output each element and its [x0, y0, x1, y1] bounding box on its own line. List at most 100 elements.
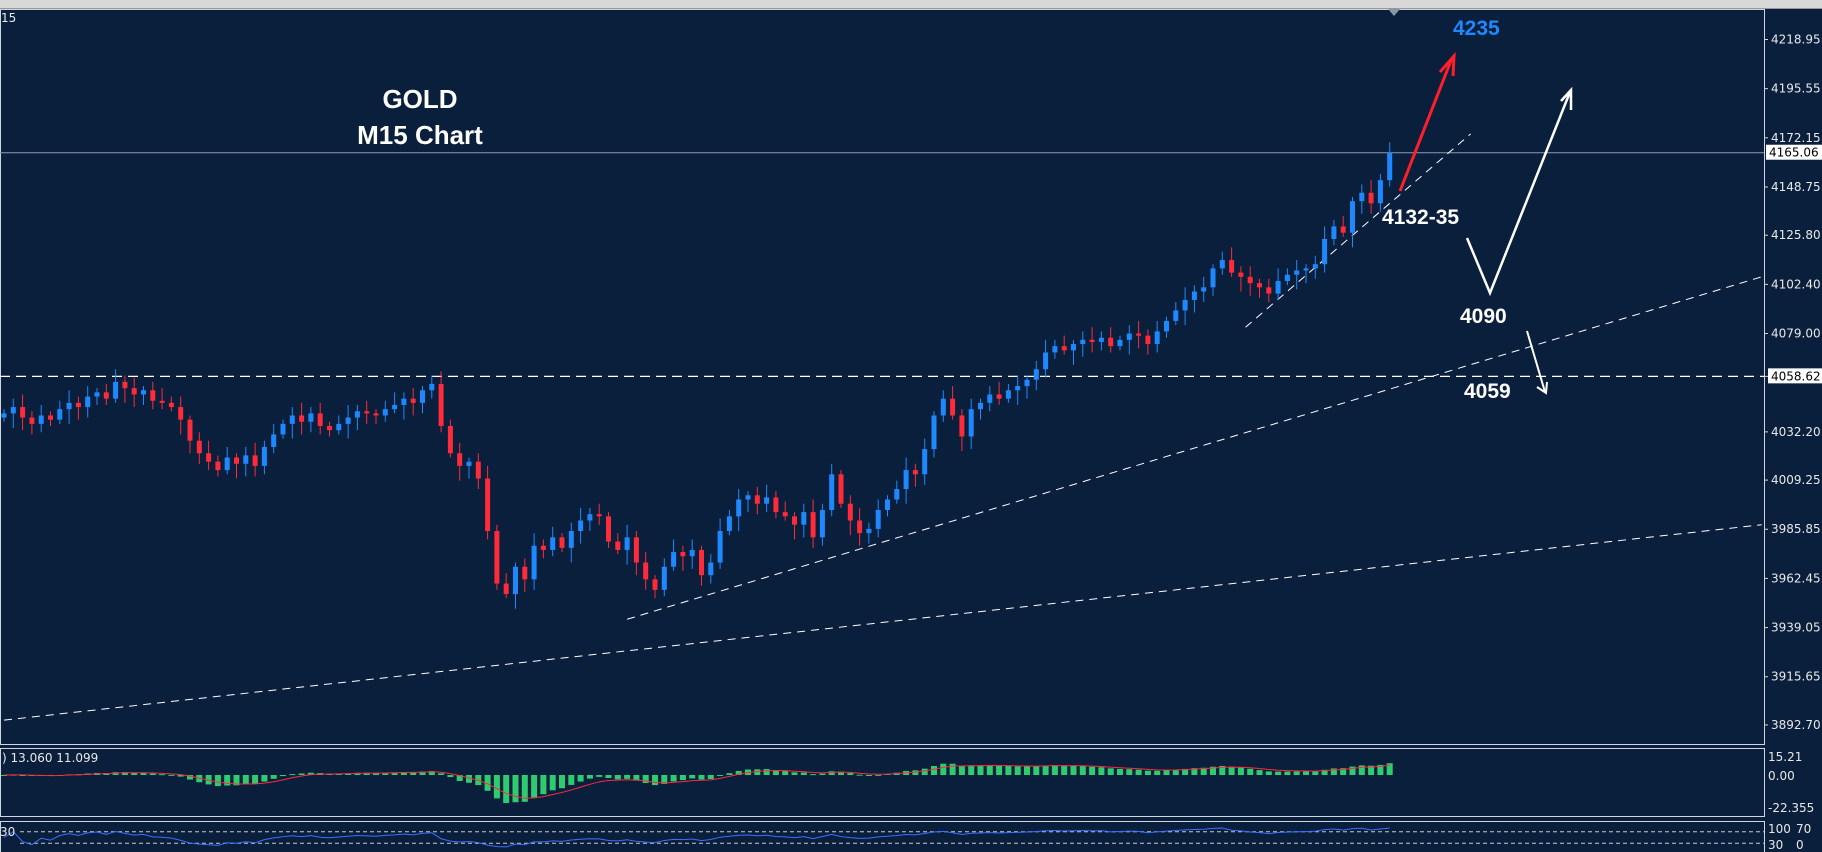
candle-body	[1, 413, 7, 418]
y-tick-label: 4058.62	[1771, 369, 1821, 383]
candle-body	[354, 411, 360, 418]
y-tick-label: 4032.20	[1771, 425, 1821, 439]
rsi-line	[3, 827, 1390, 848]
candle	[754, 486, 760, 515]
macd-bar	[1014, 766, 1021, 775]
rsi-label: 30	[0, 825, 15, 839]
y-tick-label: 4218.95	[1771, 33, 1821, 47]
macd-bar	[679, 775, 686, 781]
candle	[978, 398, 983, 420]
candle	[410, 388, 416, 416]
candle-body	[289, 415, 295, 424]
macd-bar	[382, 772, 389, 775]
candle	[1219, 251, 1225, 275]
candle	[66, 390, 72, 424]
macd-bar	[763, 769, 770, 775]
macd-bar	[1330, 768, 1337, 775]
candle-body	[401, 398, 407, 405]
candle-body	[1229, 259, 1235, 273]
candle-body	[29, 417, 35, 424]
candle	[1229, 247, 1235, 277]
candle-body	[1005, 390, 1011, 399]
candle-body	[1108, 337, 1114, 347]
candle	[587, 507, 593, 532]
candle	[159, 388, 165, 410]
macd-bar	[1033, 766, 1040, 775]
candle-body	[819, 510, 825, 538]
candle-body	[327, 425, 332, 431]
macd-bar	[912, 770, 919, 775]
candle-body	[75, 402, 81, 408]
symbol-label: 15	[1, 11, 16, 25]
candle	[20, 394, 26, 431]
candle	[624, 524, 630, 565]
macd-bar	[131, 772, 138, 775]
candle	[271, 423, 277, 454]
macd-bar	[289, 774, 296, 776]
candle-body	[20, 407, 26, 418]
candle-body	[1182, 299, 1188, 311]
candle-body	[494, 531, 500, 584]
candle	[420, 386, 425, 414]
candle-body	[1136, 333, 1142, 336]
candle-body	[38, 415, 44, 424]
candle	[894, 480, 900, 504]
candle-body	[764, 497, 770, 504]
candle-body	[829, 474, 835, 511]
candle-body	[420, 390, 425, 403]
rsi-tick-label: 70	[1796, 822, 1811, 836]
candle	[252, 442, 258, 477]
candle-body	[578, 520, 584, 532]
macd-bar	[1386, 763, 1393, 775]
candle	[773, 491, 779, 519]
candle-body	[457, 453, 463, 466]
macd-signal-line	[3, 764, 1390, 799]
macd-bar	[298, 773, 305, 775]
candle	[1154, 320, 1160, 353]
macd-bar	[1210, 766, 1216, 775]
candle-body	[801, 512, 807, 525]
candle	[178, 396, 184, 435]
trendline	[626, 276, 1762, 620]
candle	[1071, 339, 1076, 366]
candle	[113, 369, 119, 403]
candle-body	[754, 495, 760, 504]
candle	[85, 386, 91, 418]
candle	[122, 375, 128, 403]
candle	[1331, 220, 1337, 246]
candle	[94, 388, 100, 405]
candle-body	[717, 531, 723, 563]
candle-body	[1210, 268, 1216, 288]
macd-bar	[1005, 765, 1012, 775]
candle-body	[540, 545, 546, 550]
macd-bar	[1144, 770, 1151, 775]
macd-bar	[1172, 769, 1179, 775]
macd-bar	[1098, 767, 1105, 775]
candle-body	[726, 516, 732, 532]
candle	[699, 545, 704, 586]
y-tick-label: 3915.65	[1771, 670, 1821, 684]
candle-body	[857, 520, 863, 534]
macd-bar	[1107, 768, 1114, 775]
candle-body	[708, 562, 714, 576]
level-price-box	[1768, 368, 1822, 384]
candle-body	[1322, 238, 1328, 265]
macd-tick-label: 0.00	[1768, 769, 1795, 783]
candle-body	[1340, 226, 1346, 233]
trendline	[3, 524, 1762, 721]
candle-body	[1387, 152, 1393, 181]
candle	[1387, 142, 1393, 187]
candle	[1322, 226, 1328, 273]
macd-bar	[986, 765, 993, 775]
macd-bar	[1284, 771, 1291, 775]
candle-body	[624, 537, 630, 550]
macd-bar	[1377, 764, 1384, 775]
annotation-arrows	[1398, 51, 1573, 395]
y-tick-label: 3985.85	[1771, 522, 1821, 536]
macd-bar	[1079, 766, 1086, 775]
rsi-panel: 100 70 30 0	[3, 822, 1811, 852]
candle-body	[308, 413, 314, 422]
candle-body	[866, 528, 872, 534]
candle-body	[773, 497, 779, 513]
